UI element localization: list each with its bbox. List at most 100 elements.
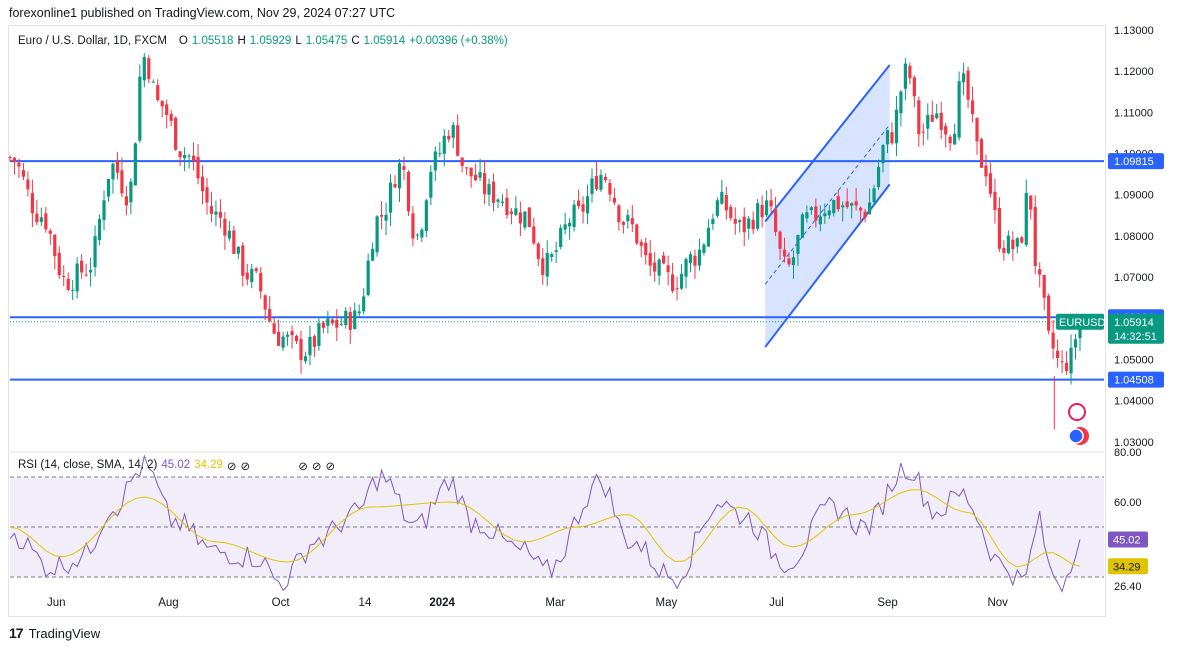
flag-icon bbox=[1068, 428, 1084, 444]
eye-off-icon[interactable]: ⊘ bbox=[240, 461, 251, 473]
candle-body bbox=[371, 249, 375, 261]
eye-off-icon[interactable]: ⊘ bbox=[325, 461, 336, 473]
x-tick-label: Nov bbox=[987, 597, 1008, 609]
candle-body bbox=[196, 156, 200, 179]
candle-body bbox=[294, 335, 299, 342]
candle-body bbox=[169, 113, 173, 121]
candle-body bbox=[174, 117, 178, 150]
candle-body bbox=[639, 242, 643, 246]
candle-body bbox=[679, 273, 684, 289]
candle-body bbox=[845, 201, 849, 208]
candle-body bbox=[433, 151, 437, 171]
candle-body bbox=[366, 260, 370, 296]
candle-body bbox=[729, 206, 733, 219]
candle-body bbox=[841, 205, 845, 208]
y-tick-label: 1.12000 bbox=[1114, 66, 1154, 78]
rsi-legend: RSI (14, close, SMA, 14, 2) 45.02 34.29 … bbox=[18, 459, 335, 473]
y-tick-label: 1.07000 bbox=[1114, 272, 1154, 284]
candle-body bbox=[218, 211, 223, 218]
low-label: L bbox=[295, 35, 302, 47]
candle-body bbox=[268, 309, 272, 322]
candle-body bbox=[75, 263, 79, 292]
candle-body bbox=[908, 65, 912, 79]
candle-body bbox=[1064, 362, 1069, 372]
x-tick-label: Aug bbox=[158, 597, 178, 609]
candle-body bbox=[227, 230, 231, 239]
candle-body bbox=[71, 289, 75, 291]
candle-body bbox=[124, 196, 129, 206]
candle-body bbox=[970, 100, 975, 114]
candle-body bbox=[375, 216, 379, 253]
candle-body bbox=[1029, 195, 1033, 210]
candle-body bbox=[97, 219, 102, 241]
candle-body bbox=[617, 205, 621, 223]
candle-body bbox=[1006, 235, 1010, 254]
candle-body bbox=[733, 218, 737, 224]
rsi-y-tick-label: 80.00 bbox=[1114, 447, 1142, 459]
candle-body bbox=[303, 356, 308, 362]
y-tick-label: 1.11000 bbox=[1114, 107, 1153, 119]
candle-body bbox=[1051, 332, 1055, 349]
candle-body bbox=[62, 276, 66, 278]
candle-body bbox=[850, 203, 854, 206]
candle-body bbox=[948, 136, 952, 144]
candle-body bbox=[451, 124, 455, 138]
candle-body bbox=[670, 274, 675, 292]
candle-body bbox=[326, 318, 330, 326]
candle-body bbox=[550, 254, 554, 257]
candle-body bbox=[200, 176, 205, 192]
y-tick-label: 1.05000 bbox=[1114, 354, 1154, 366]
eye-off-icon[interactable]: ⊘ bbox=[298, 461, 308, 473]
eye-off-icon[interactable]: ⊘ bbox=[311, 461, 322, 473]
candle-body bbox=[21, 170, 26, 177]
symbol-name[interactable]: Euro / U.S. Dollar, 1D, FXCM bbox=[18, 35, 167, 47]
candle-body bbox=[854, 201, 858, 206]
candle-body bbox=[460, 157, 464, 166]
candle-body bbox=[348, 312, 352, 330]
candle-body bbox=[738, 220, 742, 223]
footer-brand[interactable]: TradingView bbox=[28, 625, 101, 641]
candle-body bbox=[1038, 269, 1042, 275]
candle-body bbox=[917, 100, 921, 135]
candle-body bbox=[84, 274, 88, 276]
rsi-y-tick-label: 60.00 bbox=[1114, 497, 1142, 509]
eye-off-icon[interactable]: ⊘ bbox=[226, 461, 237, 473]
candle-body bbox=[657, 259, 661, 276]
candle-body bbox=[111, 163, 115, 180]
candle-body bbox=[581, 204, 585, 212]
candle-body bbox=[388, 182, 393, 213]
candle-body bbox=[554, 250, 558, 252]
candle-body bbox=[478, 172, 482, 178]
candle-body bbox=[250, 268, 254, 283]
y-tick-label: 1.08000 bbox=[1114, 231, 1154, 243]
candle-body bbox=[335, 319, 339, 328]
candle-body bbox=[921, 131, 925, 133]
candle-body bbox=[988, 173, 993, 194]
candle-body bbox=[675, 288, 679, 290]
candle-body bbox=[568, 222, 572, 227]
candle-body bbox=[66, 278, 70, 290]
candle-body bbox=[961, 73, 966, 83]
candle-body bbox=[532, 226, 536, 244]
candle-body bbox=[491, 181, 496, 203]
candle-body bbox=[756, 203, 760, 229]
candle-body bbox=[308, 336, 312, 356]
candle-body bbox=[576, 200, 581, 207]
candle-body bbox=[747, 218, 751, 229]
high-value: 1.05929 bbox=[249, 35, 292, 47]
candle-body bbox=[402, 166, 406, 170]
low-value: 1.05475 bbox=[305, 35, 348, 47]
rsi-value-tag bbox=[1108, 531, 1148, 548]
candle-body bbox=[630, 218, 634, 225]
candle-body bbox=[809, 207, 813, 211]
candle-body bbox=[796, 235, 800, 254]
candle-body bbox=[509, 211, 514, 214]
candle-body bbox=[1056, 350, 1060, 359]
rsi-y-tick-label: 26.40 bbox=[1114, 581, 1142, 593]
chart-frame[interactable] bbox=[8, 25, 1106, 617]
ticker-label: EURUSD bbox=[1059, 317, 1106, 329]
candle-body bbox=[147, 58, 151, 79]
rsi-title[interactable]: RSI (14, close, SMA, 14, 2) bbox=[18, 459, 158, 471]
candle-body bbox=[1073, 339, 1078, 348]
